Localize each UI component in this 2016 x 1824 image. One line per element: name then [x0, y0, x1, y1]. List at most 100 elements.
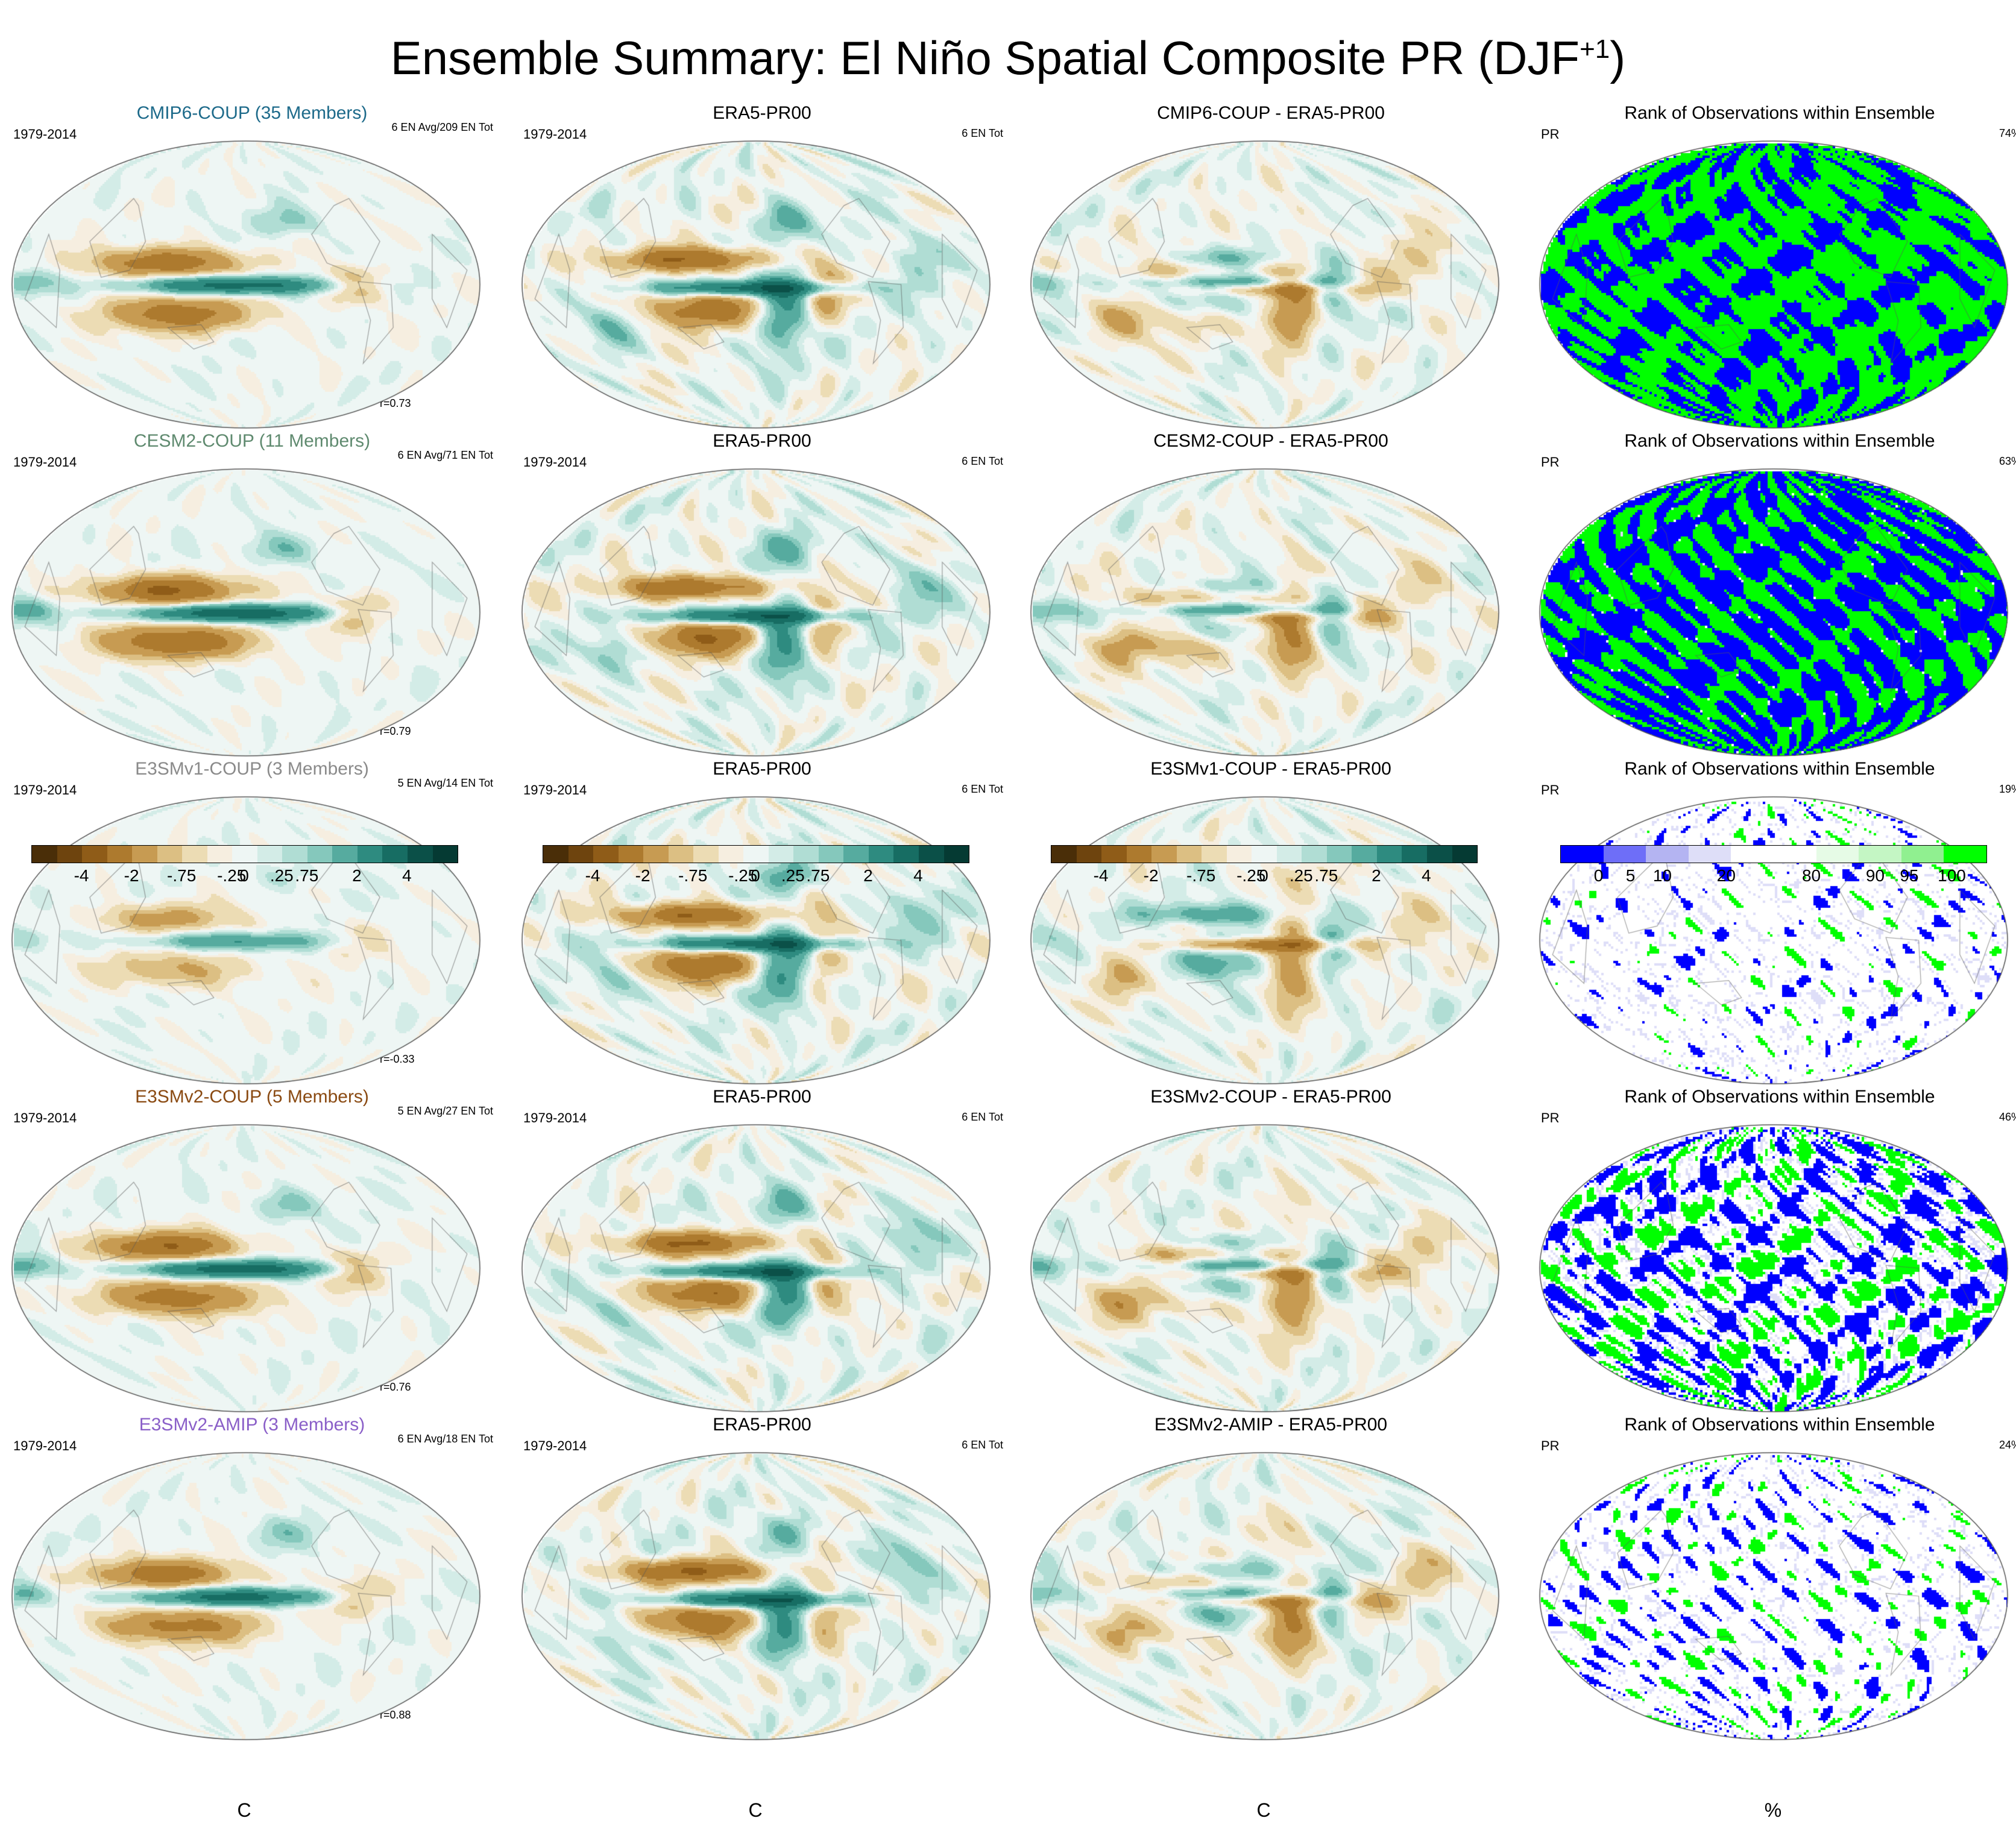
model-panel-title: CESM2-COUP (11 Members) [133, 431, 371, 451]
observation-panel-title: ERA5-PR00 [713, 1415, 811, 1435]
figure-title: Ensemble Summary: El Niño Spatial Compos… [0, 20, 2016, 87]
colorbar-swatch [307, 846, 333, 863]
colorbar-tick-label: 100 [1938, 866, 1966, 885]
colorbar-swatch [1688, 846, 1731, 863]
anomaly-map [1027, 1122, 1502, 1414]
panel-model-5: E3SMv2-AMIP (3 Members) 1979-2014 6 EN Avg… [0, 1414, 504, 1742]
colorbar-tick-label: 4 [1422, 866, 1431, 885]
colorbar-swatch [1302, 846, 1327, 863]
model-panel-title: E3SMv2-COUP (5 Members) [135, 1087, 369, 1107]
colorbar-swatch [207, 846, 233, 863]
colorbar-swatch [1773, 846, 1816, 863]
colorbar-swatch [1426, 846, 1452, 863]
colorbar-swatch [1276, 846, 1302, 863]
colorbar-tick-label: .75 [295, 866, 319, 885]
colorbar-swatch [1176, 846, 1202, 863]
anomaly-map [8, 1122, 484, 1414]
colorbar-tick-label: .75 [806, 866, 830, 885]
model-panel-title: E3SMv1-COUP (3 Members) [135, 759, 369, 779]
colorbar-swatch [743, 846, 769, 863]
colorbar-tick-label: -.25 [217, 866, 247, 885]
panel-diff-2: CESM2-COUP - ERA5-PR00 [1019, 430, 1523, 758]
colorbar-tick-label: 0 [1259, 866, 1268, 885]
colorbar-swatch [668, 846, 694, 863]
colorbar-swatch [1646, 846, 1689, 863]
colorbar-swatch [1352, 846, 1377, 863]
model-panel-title: CMIP6-COUP (35 Members) [136, 103, 368, 123]
difference-panel-title: E3SMv1-COUP - ERA5-PR00 [1150, 759, 1391, 779]
model-event-count: 6 EN Avg/71 EN Tot [397, 449, 493, 461]
colorbar-tick-label: 90 [1865, 866, 1885, 885]
colorbar-tick-label: 2 [1372, 866, 1381, 885]
anomaly-map [8, 139, 484, 430]
colorbar-tick-label: 80 [1801, 866, 1821, 885]
rank-panel-title: Rank of Observations within Ensemble [1624, 1087, 1935, 1107]
colorbar-swatch [332, 846, 358, 863]
colorbar-swatch [718, 846, 744, 863]
colorbar-swatch [232, 846, 257, 863]
panel-rank-4: Rank of Observations within Ensemble PR 46… [1528, 1086, 2016, 1414]
colorbar-tick-label: .25 [781, 866, 805, 885]
colorbar-swatch [1561, 846, 1604, 863]
difference-panel-title: CESM2-COUP - ERA5-PR00 [1153, 431, 1388, 451]
model-event-count: 5 EN Avg/27 EN Tot [397, 1105, 493, 1117]
colorbar-swatch [32, 846, 57, 863]
colorbar-swatch [768, 846, 794, 863]
colorbar-tick-label: .75 [1314, 866, 1338, 885]
anomaly-map [1027, 1450, 1502, 1742]
colorbar-swatch [618, 846, 644, 863]
colorbar-swatch [57, 846, 83, 863]
rank-map [1536, 1450, 2011, 1742]
anomaly-map [1027, 139, 1502, 430]
colorbar-swatch [943, 846, 969, 863]
colorbar-tick-label: -4 [74, 866, 89, 885]
colorbar-swatch [1452, 846, 1478, 863]
colorbar-tick-label: 2 [352, 866, 362, 885]
panel-model-4: E3SMv2-COUP (5 Members) 1979-2014 5 EN Avg… [0, 1086, 504, 1414]
panel-model-1: CMIP6-COUP (35 Members) 1979-2014 6 EN Avg… [0, 102, 504, 430]
colorbar-swatch [1603, 846, 1646, 863]
panel-rank-1: Rank of Observations within Ensemble PR 74… [1528, 102, 2016, 430]
colorbar-swatch [1126, 846, 1152, 863]
colorbar-tick-label: -.25 [1236, 866, 1266, 885]
panel-diff-5: E3SMv2-AMIP - ERA5-PR00 [1019, 1414, 1523, 1742]
colorbar-tick-label: 0 [1593, 866, 1604, 885]
rank-map [1536, 139, 2011, 430]
figure-title-main: Ensemble Summary: El Niño Spatial Compos… [390, 31, 1580, 84]
observation-event-count: 6 EN Tot [962, 455, 1003, 467]
colorbar-swatch [182, 846, 207, 863]
panel-diff-3: E3SMv1-COUP - ERA5-PR00 [1019, 758, 1523, 1086]
colorbar-swatch [282, 846, 307, 863]
colorbar-tick-label: 95 [1900, 866, 1919, 885]
colorbar-swatch [543, 846, 569, 863]
colorbar-tick-label: -2 [1143, 866, 1159, 885]
rank-map [1536, 1122, 2011, 1414]
anomaly-map [8, 467, 484, 758]
colorbar-swatch [1944, 846, 1986, 863]
figure-title-superscript: +1 [1580, 34, 1610, 64]
colorbar-swatch [382, 846, 408, 863]
colorbar-tick-label: -2 [124, 866, 139, 885]
colorbar-swatch [1901, 846, 1944, 863]
colorbar-swatch [257, 846, 283, 863]
colorbar-swatch [1252, 846, 1277, 863]
rank-panel-title: Rank of Observations within Ensemble [1624, 103, 1935, 123]
colorbar-swatches [543, 845, 969, 863]
rank-map [1536, 794, 2011, 1086]
panel-rank-3: Rank of Observations within Ensemble PR 19… [1528, 758, 2016, 1086]
colorbar-swatch [793, 846, 819, 863]
panel-diff-1: CMIP6-COUP - ERA5-PR00 [1019, 102, 1523, 430]
colorbar-swatch [1202, 846, 1227, 863]
model-event-count: 6 EN Avg/209 EN Tot [391, 121, 493, 133]
rank-map [1536, 467, 2011, 758]
colorbar-swatch [1731, 846, 1774, 863]
colorbar-swatch [593, 846, 619, 863]
colorbar-swatch [918, 846, 944, 863]
anomaly-map [8, 1450, 484, 1742]
rank-panel-title: Rank of Observations within Ensemble [1624, 1415, 1935, 1435]
colorbar-tick-label: -4 [1093, 866, 1109, 885]
colorbar-swatch [1376, 846, 1402, 863]
difference-panel-title: E3SMv2-AMIP - ERA5-PR00 [1154, 1415, 1388, 1435]
colorbar-tick-label: 4 [402, 866, 412, 885]
colorbar-swatch [1051, 846, 1077, 863]
